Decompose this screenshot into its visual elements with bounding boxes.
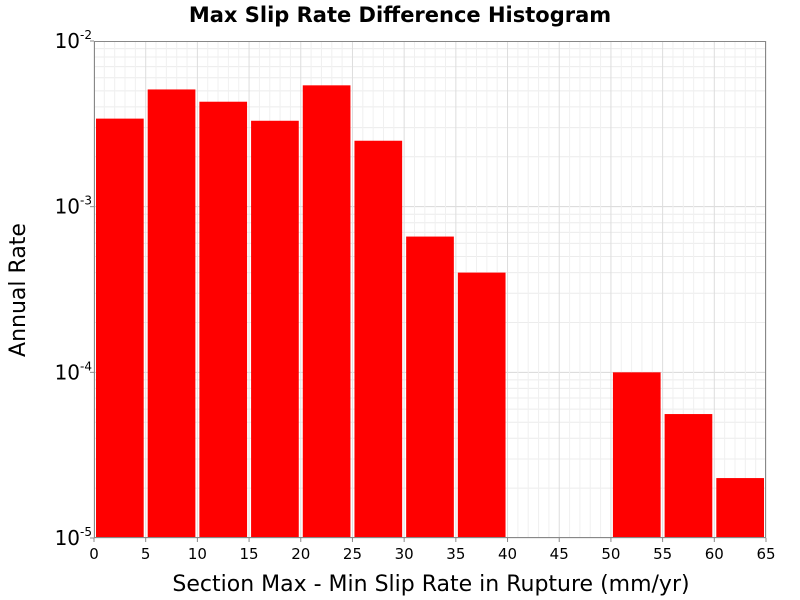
y-tick-label: 10-3 xyxy=(55,194,92,219)
bar xyxy=(147,89,196,539)
bars xyxy=(96,85,764,539)
x-tick-label: 35 xyxy=(446,545,465,563)
y-tick-base: 10 xyxy=(55,360,80,384)
x-axis-label: Section Max - Min Slip Rate in Rupture (… xyxy=(172,572,689,597)
x-tick-label: 10 xyxy=(188,545,207,563)
y-tick-base: 10 xyxy=(55,195,80,219)
bar xyxy=(302,85,351,538)
y-tick-exponent: -5 xyxy=(80,525,92,539)
x-tick-label: 15 xyxy=(240,545,259,563)
bar xyxy=(354,140,403,538)
bar xyxy=(457,272,506,538)
x-tick-label: 60 xyxy=(705,545,724,563)
bar xyxy=(199,101,248,539)
bar xyxy=(251,120,299,539)
bar xyxy=(406,236,454,538)
bar xyxy=(612,372,661,538)
y-tick-label: 10-4 xyxy=(55,359,92,384)
x-axis-ticks: 0 5 10 15 20 25 30 35 40 45 50 55 60 65 xyxy=(89,538,776,563)
x-tick-label: 65 xyxy=(756,545,775,563)
y-tick-exponent: -4 xyxy=(80,359,92,373)
y-tick-exponent: -3 xyxy=(80,194,92,208)
y-tick-label: 10-2 xyxy=(55,28,92,53)
x-tick-label: 50 xyxy=(601,545,620,563)
bar xyxy=(716,478,764,538)
y-tick-label: 10-5 xyxy=(55,525,92,550)
y-tick-base: 10 xyxy=(55,29,80,53)
bar xyxy=(664,414,713,538)
y-axis-label: Annual Rate xyxy=(6,223,31,357)
y-axis-ticks: 10-510-410-310-2 xyxy=(55,28,94,550)
chart-title: Max Slip Rate Difference Histogram xyxy=(189,3,611,27)
x-tick-label: 0 xyxy=(89,545,99,563)
x-tick-label: 40 xyxy=(498,545,517,563)
x-tick-label: 20 xyxy=(291,545,310,563)
x-tick-label: 25 xyxy=(343,545,362,563)
x-tick-label: 55 xyxy=(653,545,672,563)
x-tick-label: 45 xyxy=(550,545,569,563)
bar xyxy=(96,118,144,539)
x-tick-label: 5 xyxy=(141,545,151,563)
y-tick-exponent: -2 xyxy=(80,28,92,42)
plot-border xyxy=(94,41,766,538)
x-tick-label: 30 xyxy=(395,545,414,563)
y-tick-base: 10 xyxy=(55,526,80,550)
